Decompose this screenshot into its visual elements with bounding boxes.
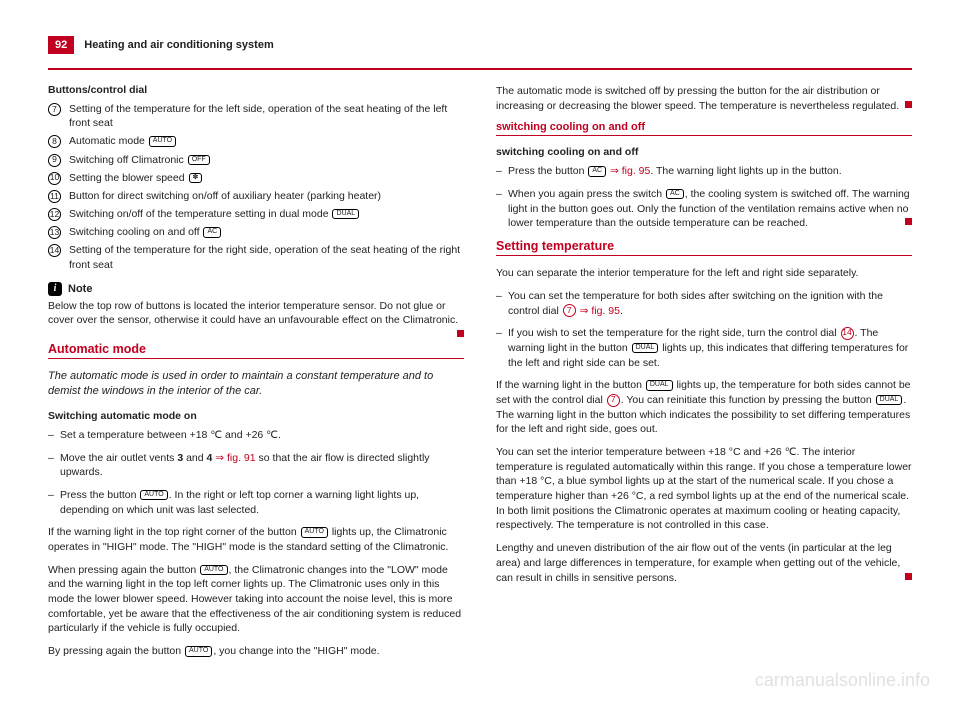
section-end-mark: [905, 573, 912, 580]
item-text: Setting of the temperature for the right…: [69, 243, 464, 271]
bullet-press-ac-off: –When you again press the switch AC, the…: [496, 187, 912, 231]
auto-button-icon: AUTO: [200, 565, 227, 575]
dual-button-icon: DUAL: [332, 209, 359, 219]
num-8: 8: [48, 135, 61, 148]
item-text: Setting the blower speed ✽: [69, 171, 203, 185]
subhead-cooling: switching cooling on and off: [496, 146, 912, 158]
section-setting-temperature: Setting temperature: [496, 239, 912, 256]
bullet-1: –Set a temperature between +18 ℃ and +26…: [48, 428, 464, 443]
bullet-2: –Move the air outlet vents 3 and 4 ⇒ fig…: [48, 451, 464, 480]
para: When pressing again the button AUTO, the…: [48, 563, 464, 636]
bullet-3: –Press the button AUTO. In the right or …: [48, 488, 464, 517]
fig-ref: ⇒ fig. 91: [212, 452, 255, 464]
note-heading: i Note: [48, 282, 464, 296]
num-12: 12: [48, 208, 61, 221]
item-text: Switching cooling on and off AC: [69, 225, 222, 239]
num-7-ref: 7: [607, 394, 620, 407]
num-14: 14: [48, 244, 61, 257]
manual-page: 92 Heating and air conditioning system B…: [0, 0, 960, 687]
content-columns: Buttons/control dial 7 Setting of the tem…: [48, 84, 912, 667]
ac-button-icon: AC: [666, 189, 684, 199]
auto-button-icon: AUTO: [185, 646, 212, 656]
fig-ref: ⇒ fig. 95: [607, 165, 650, 177]
list-item-9: 9 Switching off Climatronic OFF: [48, 153, 464, 167]
list-item-14: 14 Setting of the temperature for the rig…: [48, 243, 464, 271]
off-button-icon: OFF: [188, 155, 210, 165]
num-13: 13: [48, 226, 61, 239]
note-block: i Note Below the top row of buttons is l…: [48, 282, 464, 328]
note-body: Below the top row of buttons is located …: [48, 299, 464, 328]
list-item-11: 11 Button for direct switching on/off of …: [48, 189, 464, 203]
dash: –: [48, 428, 60, 443]
ac-button-icon: AC: [588, 166, 606, 176]
bullet-set-right: –If you wish to set the temperature for …: [496, 326, 912, 370]
dash: –: [48, 488, 60, 517]
list-item-7: 7 Setting of the temperature for the left…: [48, 102, 464, 130]
item-text: Switching off Climatronic OFF: [69, 153, 211, 167]
dual-button-icon: DUAL: [876, 395, 903, 405]
dash: –: [496, 164, 508, 179]
right-column: The automatic mode is switched off by pr…: [496, 84, 912, 667]
num-7-ref: 7: [563, 304, 576, 317]
fig-ref: ⇒ fig. 95: [577, 305, 620, 317]
list-item-12: 12 Switching on/off of the temperature se…: [48, 207, 464, 221]
section-switching-cooling: switching cooling on and off: [496, 121, 912, 136]
bullet-text: Move the air outlet vents 3 and 4 ⇒ fig.…: [60, 451, 464, 480]
para: By pressing again the button AUTO, you c…: [48, 644, 464, 659]
section-intro: The automatic mode is used in order to m…: [48, 369, 464, 400]
page-number: 92: [48, 36, 74, 54]
para: You can set the interior temperature bet…: [496, 445, 912, 533]
item-text: Switching on/off of the temperature sett…: [69, 207, 360, 221]
para: If the warning light in the top right co…: [48, 525, 464, 554]
left-column: Buttons/control dial 7 Setting of the tem…: [48, 84, 464, 667]
section-end-mark: [457, 330, 464, 337]
page-header: 92 Heating and air conditioning system: [48, 36, 912, 54]
dual-button-icon: DUAL: [632, 343, 659, 353]
item-text: Button for direct switching on/off of au…: [69, 189, 381, 203]
ac-button-icon: AC: [203, 227, 221, 237]
subhead-buttons: Buttons/control dial: [48, 84, 464, 96]
bullet-set-both: –You can set the temperature for both si…: [496, 289, 912, 318]
watermark: carmanualsonline.info: [755, 670, 930, 691]
num-9: 9: [48, 154, 61, 167]
item-text: Setting of the temperature for the left …: [69, 102, 464, 130]
bullet-text: If you wish to set the temperature for t…: [508, 326, 912, 370]
bullet-text: When you again press the switch AC, the …: [508, 187, 912, 231]
para: Lengthy and uneven distribution of the a…: [496, 541, 912, 585]
list-item-13: 13 Switching cooling on and off AC: [48, 225, 464, 239]
bullet-text: Press the button AUTO. In the right or l…: [60, 488, 464, 517]
fan-button-icon: ✽: [189, 173, 203, 183]
item-text: Automatic mode AUTO: [69, 134, 177, 148]
para: If the warning light in the button DUAL …: [496, 378, 912, 437]
dash: –: [496, 326, 508, 370]
para: You can separate the interior temperatur…: [496, 266, 912, 281]
dual-button-icon: DUAL: [646, 380, 673, 390]
auto-button-icon: AUTO: [140, 490, 167, 500]
note-label: Note: [68, 283, 92, 295]
auto-button-icon: AUTO: [149, 136, 176, 146]
section-end-mark: [905, 101, 912, 108]
dash: –: [496, 289, 508, 318]
num-14-ref: 14: [841, 327, 854, 340]
num-7: 7: [48, 103, 61, 116]
info-icon: i: [48, 282, 62, 296]
dash: –: [496, 187, 508, 231]
top-para: The automatic mode is switched off by pr…: [496, 84, 912, 113]
subhead-switching-on: Switching automatic mode on: [48, 410, 464, 422]
auto-button-icon: AUTO: [301, 527, 328, 537]
num-10: 10: [48, 172, 61, 185]
bullet-text: Press the button AC ⇒ fig. 95. The warni…: [508, 164, 842, 179]
bullet-text: You can set the temperature for both sid…: [508, 289, 912, 318]
list-item-8: 8 Automatic mode AUTO: [48, 134, 464, 148]
list-item-10: 10 Setting the blower speed ✽: [48, 171, 464, 185]
page-title: Heating and air conditioning system: [84, 39, 273, 51]
bullet-text: Set a temperature between +18 ℃ and +26 …: [60, 428, 281, 443]
num-11: 11: [48, 190, 61, 203]
section-automatic-mode: Automatic mode: [48, 342, 464, 359]
section-end-mark: [905, 218, 912, 225]
dash: –: [48, 451, 60, 480]
bullet-press-ac: –Press the button AC ⇒ fig. 95. The warn…: [496, 164, 912, 179]
header-divider: [48, 68, 912, 70]
